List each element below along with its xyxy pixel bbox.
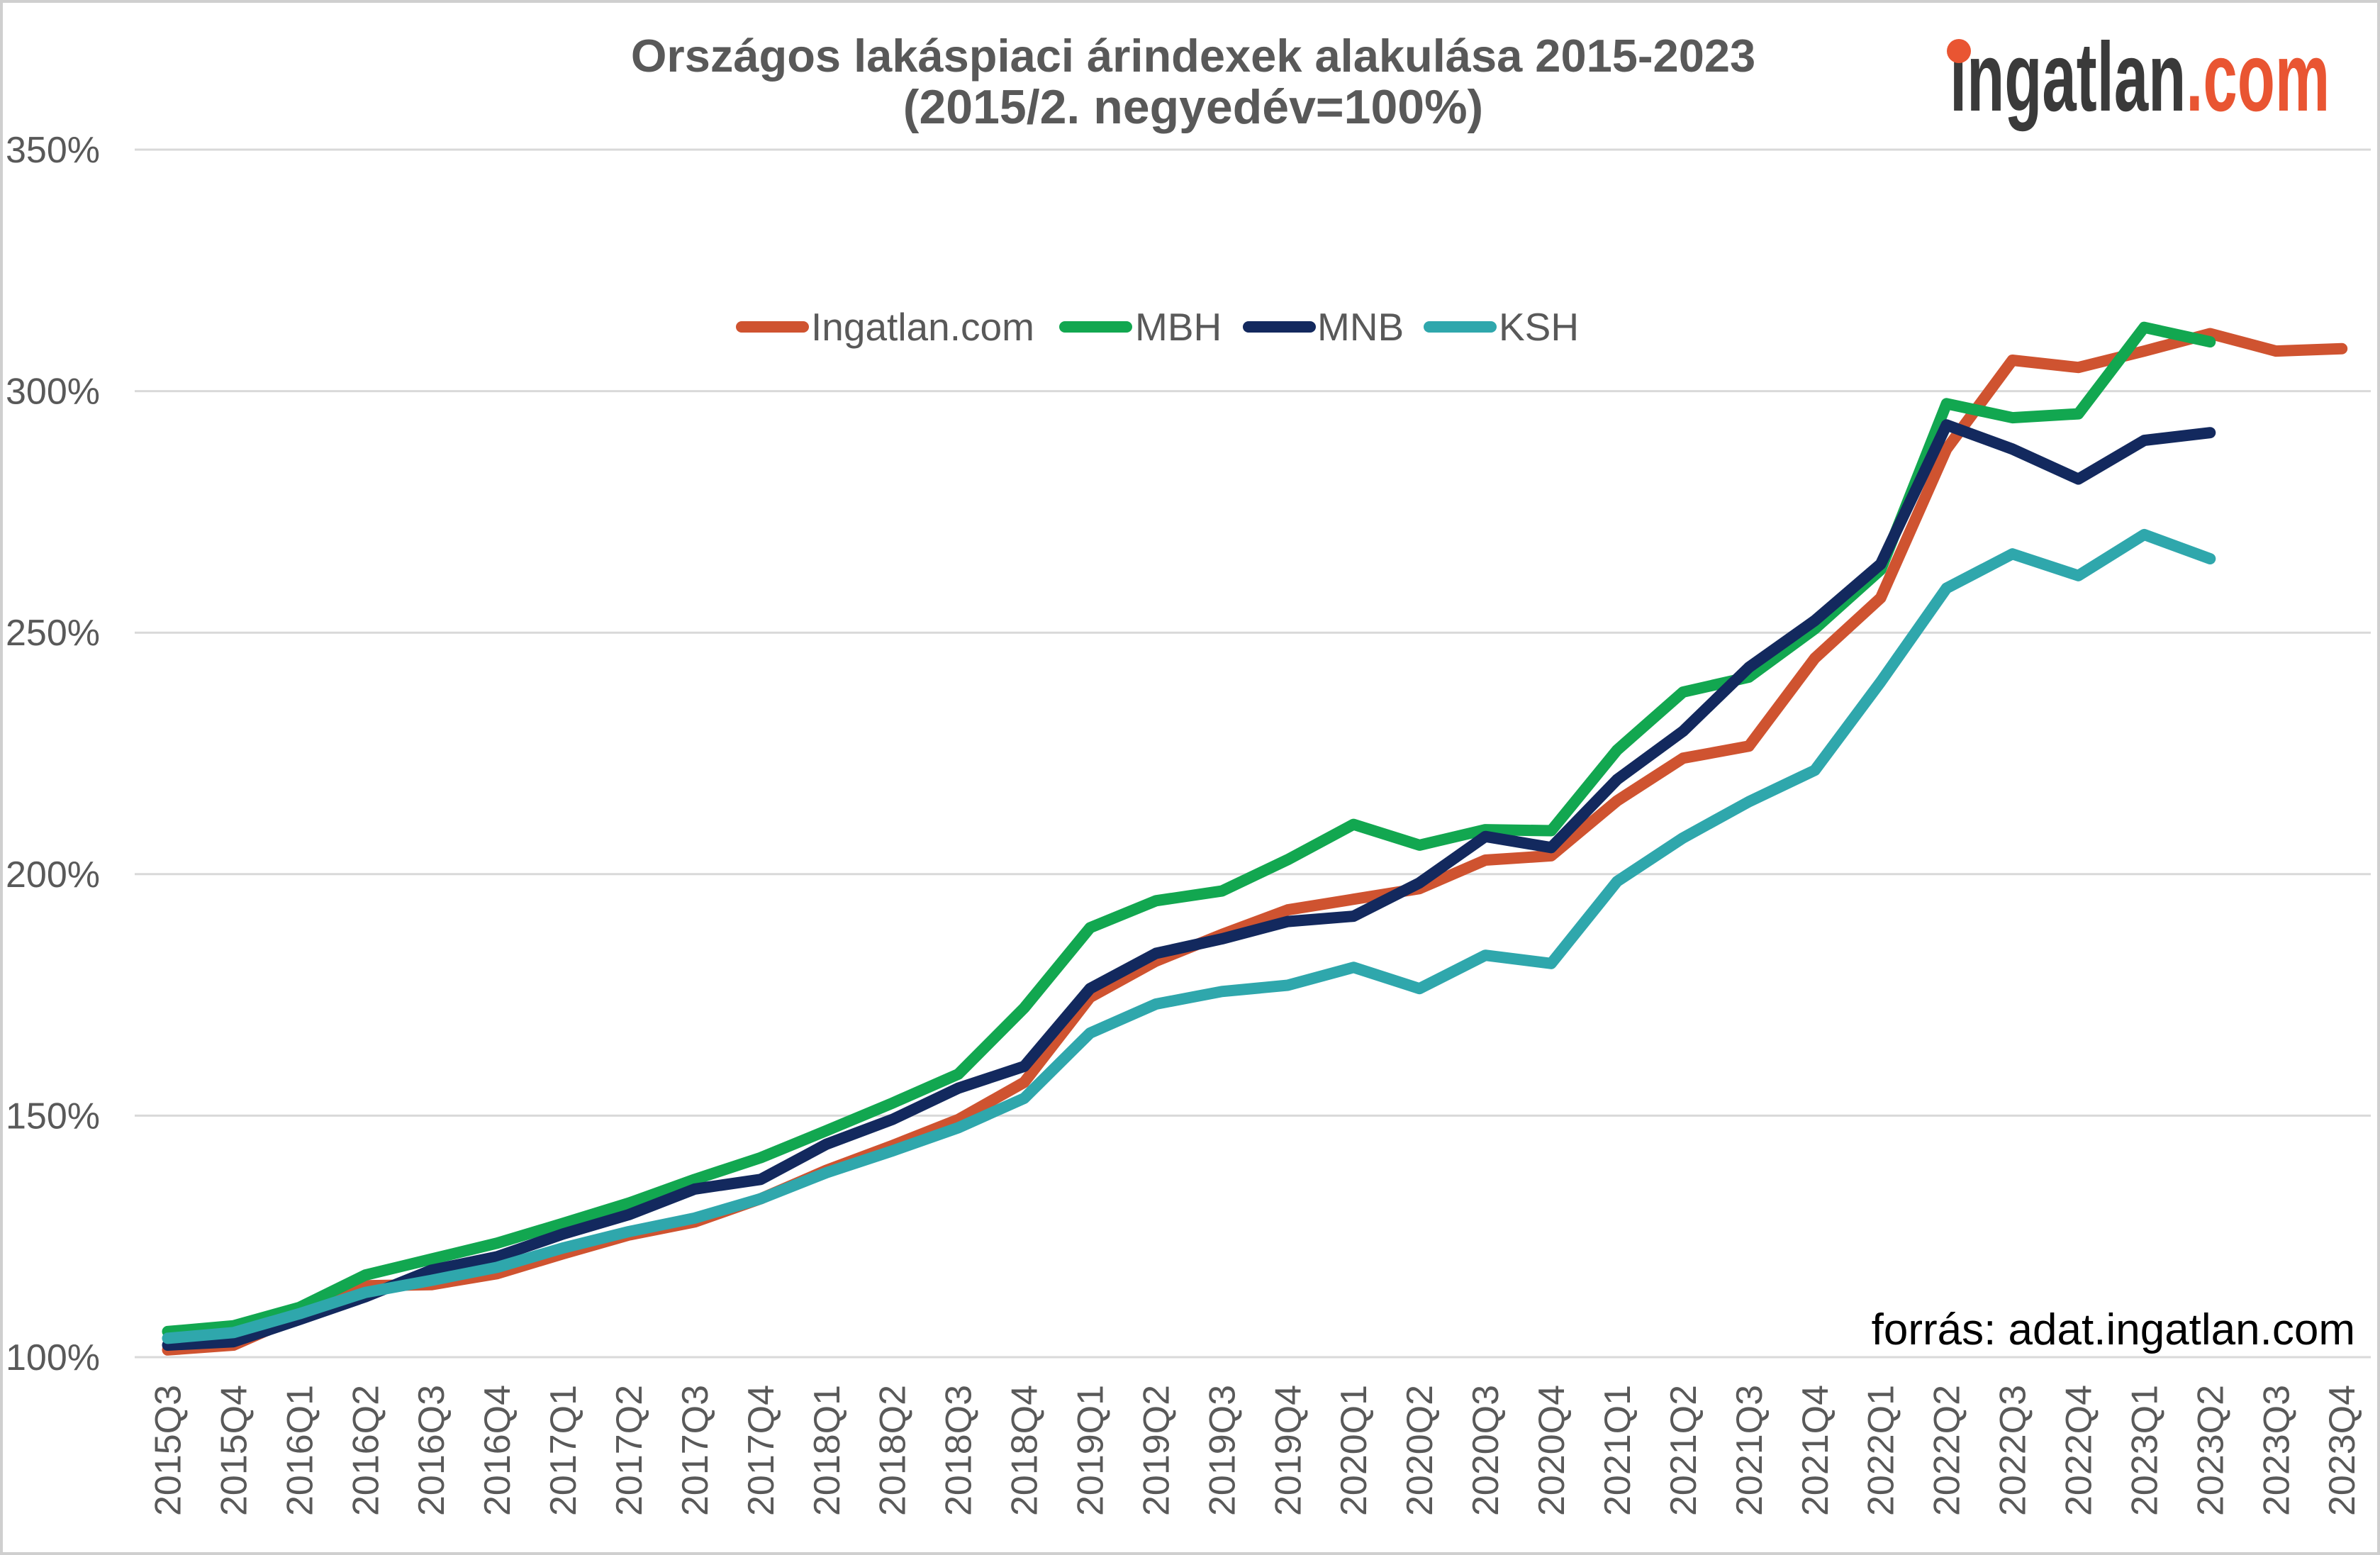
svg-text:250%: 250%	[6, 613, 100, 654]
svg-text:2020Q3: 2020Q3	[1465, 1385, 1507, 1516]
svg-text:2017Q3: 2017Q3	[675, 1385, 716, 1516]
svg-text:2020Q1: 2020Q1	[1334, 1385, 1375, 1516]
svg-text:2021Q2: 2021Q2	[1663, 1385, 1704, 1516]
svg-text:300%: 300%	[6, 372, 100, 413]
svg-text:100%: 100%	[6, 1337, 100, 1378]
svg-text:forrás: adat.ingatlan.com: forrás: adat.ingatlan.com	[1872, 1305, 2355, 1354]
svg-text:2017Q4: 2017Q4	[741, 1385, 782, 1516]
svg-text:2018Q3: 2018Q3	[939, 1385, 980, 1516]
svg-text:(2015/2. negyedév=100%): (2015/2. negyedév=100%)	[903, 80, 1483, 134]
svg-text:2021Q3: 2021Q3	[1729, 1385, 1770, 1516]
svg-text:2017Q2: 2017Q2	[609, 1385, 650, 1516]
svg-text:2021Q4: 2021Q4	[1795, 1385, 1836, 1516]
svg-text:2015Q3: 2015Q3	[148, 1385, 189, 1516]
svg-text:KSH: KSH	[1499, 305, 1579, 349]
svg-text:2023Q4: 2023Q4	[2322, 1385, 2363, 1516]
svg-text:2023Q1: 2023Q1	[2124, 1385, 2165, 1516]
svg-text:2019Q1: 2019Q1	[1071, 1385, 1112, 1516]
svg-text:2015Q4: 2015Q4	[213, 1385, 255, 1516]
svg-text:Ingatlan.com: Ingatlan.com	[811, 305, 1034, 349]
svg-text:2021Q1: 2021Q1	[1597, 1385, 1638, 1516]
svg-text:2023Q2: 2023Q2	[2190, 1385, 2231, 1516]
svg-text:2016Q3: 2016Q3	[411, 1385, 452, 1516]
svg-text:2019Q2: 2019Q2	[1136, 1385, 1178, 1516]
svg-text:2018Q1: 2018Q1	[807, 1385, 848, 1516]
svg-text:2020Q2: 2020Q2	[1399, 1385, 1441, 1516]
svg-text:MBH: MBH	[1135, 305, 1222, 349]
svg-text:2018Q4: 2018Q4	[1005, 1385, 1046, 1516]
svg-text:Országos lakáspiaci árindexek: Országos lakáspiaci árindexek alakulása …	[631, 30, 1755, 82]
svg-text:2019Q4: 2019Q4	[1268, 1385, 1309, 1516]
svg-text:MNB: MNB	[1317, 305, 1404, 349]
svg-text:2019Q3: 2019Q3	[1202, 1385, 1243, 1516]
svg-text:2020Q4: 2020Q4	[1531, 1385, 1572, 1516]
svg-text:ıngatlan.com: ıngatlan.com	[1950, 23, 2330, 132]
svg-text:2022Q3: 2022Q3	[1993, 1385, 2034, 1516]
svg-text:2018Q2: 2018Q2	[873, 1385, 914, 1516]
svg-text:2016Q4: 2016Q4	[477, 1385, 518, 1516]
svg-text:2016Q2: 2016Q2	[345, 1385, 386, 1516]
svg-text:2022Q1: 2022Q1	[1861, 1385, 1902, 1516]
svg-text:2022Q2: 2022Q2	[1927, 1385, 1968, 1516]
svg-text:2022Q4: 2022Q4	[2059, 1385, 2100, 1516]
svg-text:350%: 350%	[6, 130, 100, 171]
svg-text:150%: 150%	[6, 1096, 100, 1137]
svg-text:2017Q1: 2017Q1	[543, 1385, 584, 1516]
svg-text:2016Q1: 2016Q1	[279, 1385, 320, 1516]
svg-text:2023Q3: 2023Q3	[2256, 1385, 2297, 1516]
svg-text:200%: 200%	[6, 854, 100, 896]
